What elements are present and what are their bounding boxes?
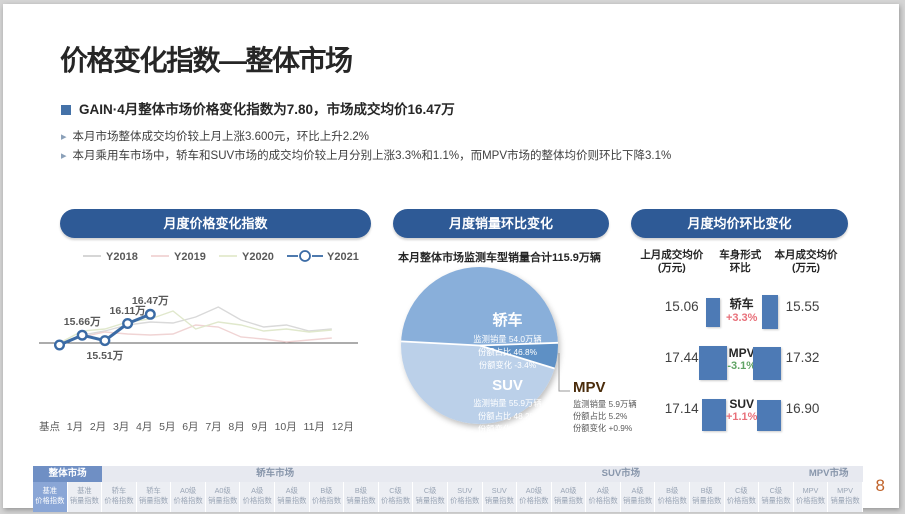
svg-text:Y2021: Y2021: [327, 251, 359, 263]
svg-text:Y2020: Y2020: [242, 251, 274, 263]
svg-text:Y2019: Y2019: [174, 251, 206, 263]
svg-text:16.47万: 16.47万: [132, 295, 169, 307]
svg-text:Y2018: Y2018: [106, 251, 138, 263]
svg-text:15.66万: 15.66万: [64, 316, 101, 328]
svg-text:15.51万: 15.51万: [87, 350, 124, 362]
